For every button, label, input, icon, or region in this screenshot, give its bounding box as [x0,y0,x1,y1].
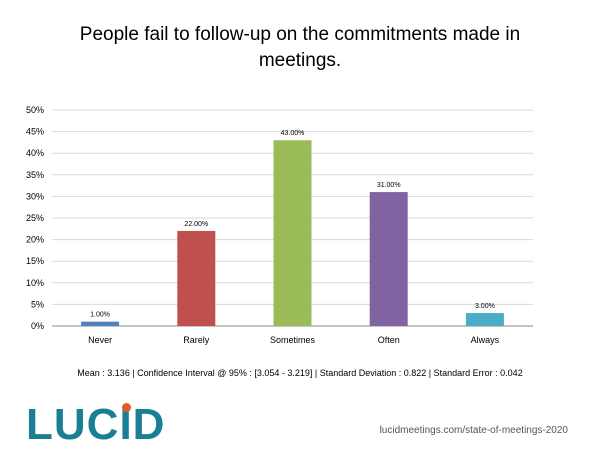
y-tick-label: 50% [26,105,44,115]
x-tick-label: Never [88,335,112,345]
chart-title: People fail to follow-up on the commitme… [79,24,521,71]
data-label: 3.00% [475,303,495,310]
x-tick-label: Sometimes [270,335,316,345]
data-label: 22.00% [184,221,208,228]
y-tick-label: 5% [31,299,44,309]
y-tick-label: 25% [26,213,44,223]
y-tick-label: 10% [26,278,44,288]
y-tick-label: 45% [26,127,44,137]
data-label: 1.00% [90,312,110,319]
y-tick-label: 30% [26,191,44,201]
y-tick-label: 15% [26,256,44,266]
bar [369,192,408,326]
source-url: lucidmeetings.com/state-of-meetings-2020 [379,425,568,436]
bar [81,321,120,326]
data-label: 43.00% [281,130,305,137]
bar [465,313,504,326]
y-tick-label: 20% [26,235,44,245]
y-tick-label: 0% [31,321,44,331]
data-label: 31.00% [377,182,401,189]
bar [273,140,312,326]
statistics-summary: Mean : 3.136 | Confidence Interval @ 95%… [77,368,523,378]
x-tick-label: Always [471,335,500,345]
y-tick-label: 40% [26,148,44,158]
bar-chart: 0% 5% 10% 15% 20% 25% 30% 35% 40% 45% 50% 1.00% Neve… [26,105,533,345]
x-tick-label: Rarely [183,335,210,345]
lucid-logo: LUCI D [26,400,166,449]
y-tick-label: 35% [26,170,44,180]
x-tick-label: Often [378,335,400,345]
bar [177,230,216,326]
